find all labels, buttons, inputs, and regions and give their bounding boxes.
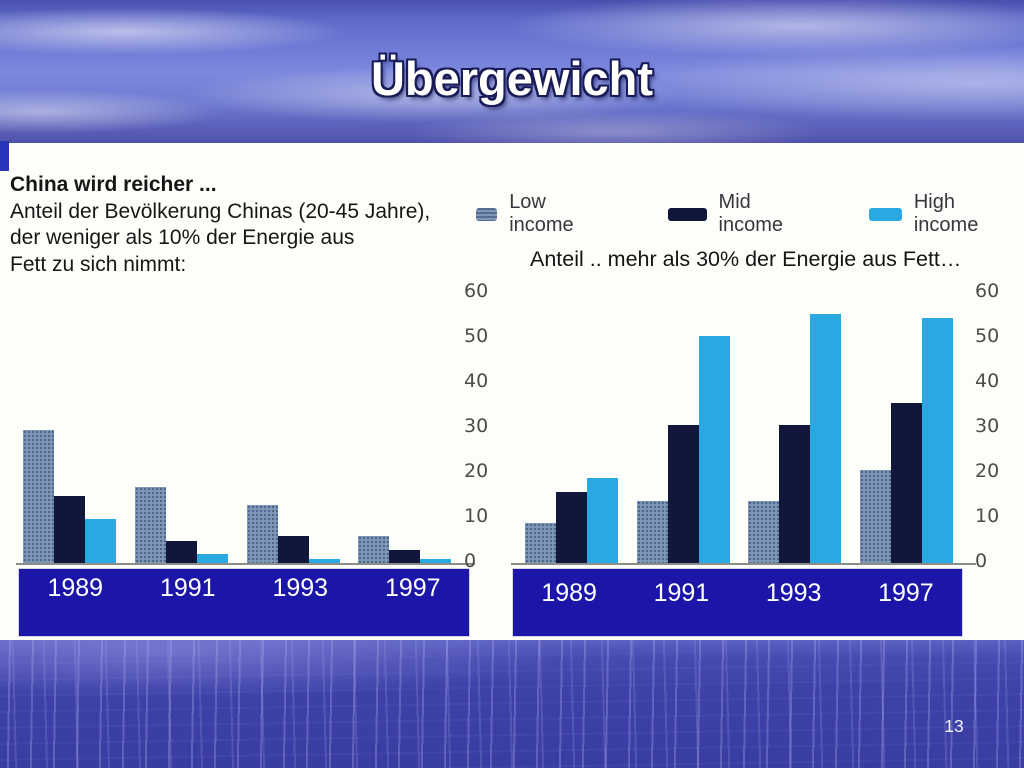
y-axis-tick-label-50: 50 [464, 325, 489, 347]
year-label-1991: 1991 [653, 579, 710, 607]
legend-item-high-income: High income [869, 191, 1021, 237]
page-number: 13 [944, 716, 964, 736]
bar-high-income-1997 [420, 558, 451, 563]
y-axis-tick-label-20: 20 [464, 460, 489, 482]
legend-item-low-income: Low income [476, 191, 612, 237]
y-axis-tick-label-30: 30 [464, 415, 489, 437]
bar-low-income-1997 [358, 536, 389, 563]
bar-low-income-1997 [860, 469, 891, 563]
intro-line-1: Anteil der Bevölkerung Chinas (20-45 Jah… [10, 199, 431, 223]
bar-high-income-1993 [810, 313, 841, 563]
bar-high-income-1993 [309, 558, 340, 563]
intro-line-2: der weniger als 10% der Energie aus [10, 226, 355, 249]
intro-line-3: Fett zu sich nimmt: [10, 252, 187, 276]
legend-label-mid-income: Mid income [718, 191, 784, 236]
bar-mid-income-1989 [54, 496, 85, 563]
bar-mid-income-1997 [891, 402, 922, 563]
legend-item-mid-income: Mid income [668, 191, 817, 237]
water-footer [0, 640, 1024, 768]
year-label-1997: 1997 [878, 579, 934, 607]
right-chart-caption: Anteil .. mehr als 30% der Energie aus F… [530, 247, 962, 271]
bar-mid-income-1991 [668, 425, 699, 563]
y-axis-tick-label-0: 0 [464, 550, 477, 572]
bar-mid-income-1997 [389, 549, 420, 563]
right-chart-plot-area [511, 296, 976, 565]
bar-mid-income-1993 [278, 536, 309, 563]
y-axis-tick-label-10: 10 [464, 505, 489, 527]
y-axis-tick-label-20: 20 [975, 460, 1000, 482]
y-axis-tick-label-50: 50 [975, 325, 1000, 347]
low-income-swatch-icon [476, 207, 498, 221]
intro-heading: China wird reicher ... [10, 173, 217, 196]
bar-high-income-1989 [587, 478, 618, 563]
chart-legend: Low income Mid income High income [476, 191, 1021, 236]
y-axis-tick-label-40: 40 [975, 370, 1000, 392]
title-banner: Übergewicht [0, 0, 1024, 143]
year-label-1989: 1989 [47, 574, 104, 602]
y-axis-tick-label-60: 60 [464, 280, 489, 302]
high-income-swatch-icon [869, 207, 902, 221]
bar-low-income-1993 [748, 500, 779, 563]
slide-title: Übergewicht [370, 52, 654, 105]
legend-label-low-income: Low income [509, 191, 574, 236]
y-axis-tick-label-40: 40 [464, 370, 489, 392]
bar-mid-income-1991 [166, 540, 197, 563]
left-accent-tab [0, 141, 9, 171]
y-axis-tick-label-30: 30 [975, 415, 1000, 437]
year-label-1993: 1993 [765, 579, 822, 607]
bar-mid-income-1993 [779, 425, 810, 563]
y-axis-tick-label-0: 0 [975, 550, 988, 572]
mid-income-swatch-icon [668, 207, 707, 221]
bar-high-income-1997 [922, 318, 953, 563]
left-chart-x-axis-band: 1989 1991 1993 1997 [18, 568, 470, 637]
bar-low-income-1991 [637, 500, 668, 563]
year-label-1989: 1989 [541, 579, 597, 607]
right-chart-x-axis-band: 1989 1991 1993 1997 [512, 568, 963, 637]
year-label-1997: 1997 [384, 574, 441, 602]
bar-low-income-1989 [23, 429, 54, 563]
intro-text-block: China wird reicher ... Anteil der Bevölk… [10, 172, 490, 278]
bar-low-income-1991 [135, 487, 166, 563]
year-label-1991: 1991 [159, 574, 216, 602]
bar-high-income-1989 [85, 518, 116, 563]
bar-low-income-1989 [525, 522, 556, 563]
legend-label-high-income: High income [913, 191, 979, 236]
right-chart-y-axis: 60 50 40 30 20 10 0 [975, 281, 1015, 571]
bar-high-income-1991 [197, 554, 228, 563]
bar-mid-income-1989 [556, 491, 587, 563]
bar-low-income-1993 [247, 505, 278, 563]
y-axis-tick-label-60: 60 [975, 280, 1000, 302]
bar-high-income-1991 [699, 336, 730, 563]
left-chart-plot-area [16, 296, 475, 565]
y-axis-tick-label-10: 10 [975, 505, 1000, 527]
left-chart-y-axis: 60 50 40 30 20 10 0 [464, 281, 504, 571]
year-label-1993: 1993 [272, 574, 329, 602]
